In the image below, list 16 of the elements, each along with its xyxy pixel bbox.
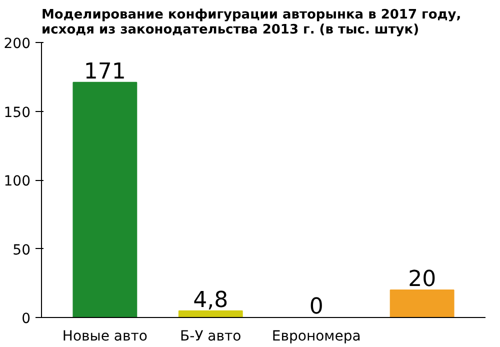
y-tick-label: 150 xyxy=(4,104,31,121)
x-tick-label: Еврономера xyxy=(272,328,361,344)
chart-title: Моделирование конфигурации авторынка в 2017 году, исходя из законодательства 2013 г. (в тыс. штук) xyxy=(42,8,462,38)
y-tick-label: 50 xyxy=(12,242,31,258)
y-tick-label: 100 xyxy=(4,174,31,190)
data-label: 4,8 xyxy=(193,288,228,313)
y-tick-label: 0 xyxy=(22,311,31,327)
y-tick-label: 200 xyxy=(4,36,31,52)
data-label: 20 xyxy=(408,267,436,292)
bar xyxy=(72,82,138,318)
bar xyxy=(390,290,454,318)
x-tick-label: Б-У авто xyxy=(180,328,242,344)
data-label: 0 xyxy=(309,294,324,320)
x-tick-label: Новые авто xyxy=(62,328,148,344)
bar xyxy=(178,310,243,318)
data-label: 171 xyxy=(84,59,126,84)
